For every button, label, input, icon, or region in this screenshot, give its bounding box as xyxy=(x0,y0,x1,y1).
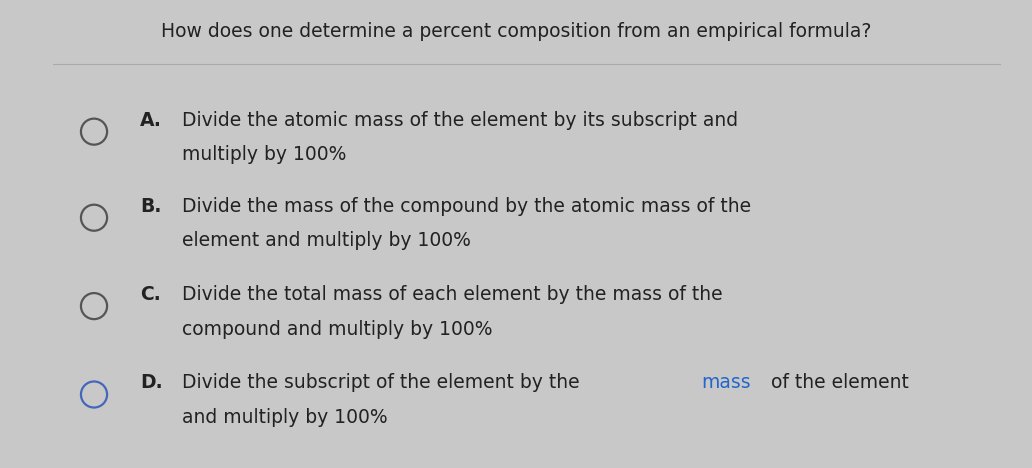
Text: How does one determine a percent composition from an empirical formula?: How does one determine a percent composi… xyxy=(161,22,871,41)
Text: C.: C. xyxy=(140,285,161,304)
Text: of the element: of the element xyxy=(765,373,908,392)
Text: mass: mass xyxy=(701,373,750,392)
Text: Divide the mass of the compound by the atomic mass of the: Divide the mass of the compound by the a… xyxy=(182,197,750,216)
Text: D.: D. xyxy=(140,373,163,392)
Text: element and multiply by 100%: element and multiply by 100% xyxy=(182,232,471,250)
Text: Divide the total mass of each element by the mass of the: Divide the total mass of each element by… xyxy=(182,285,722,304)
Text: A.: A. xyxy=(140,110,162,130)
Text: multiply by 100%: multiply by 100% xyxy=(182,146,346,164)
Text: and multiply by 100%: and multiply by 100% xyxy=(182,408,387,427)
Text: B.: B. xyxy=(140,197,162,216)
Text: Divide the atomic mass of the element by its subscript and: Divide the atomic mass of the element by… xyxy=(182,110,738,130)
Text: compound and multiply by 100%: compound and multiply by 100% xyxy=(182,320,492,339)
Text: Divide the subscript of the element by the: Divide the subscript of the element by t… xyxy=(182,373,585,392)
